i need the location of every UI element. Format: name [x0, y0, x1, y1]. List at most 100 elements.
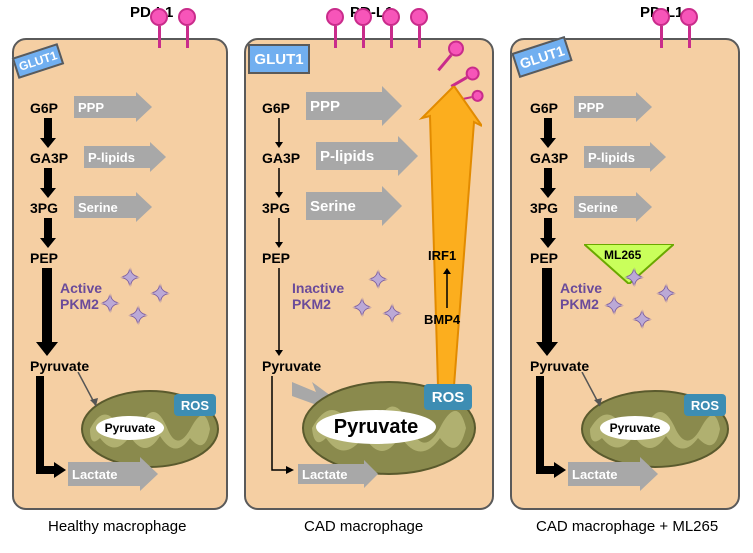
label-serine: Serine — [578, 200, 618, 215]
text-ga3p: GA3P — [30, 150, 68, 166]
ros-box: ROS — [684, 394, 726, 416]
gray-arrow-ppp: PPP — [574, 96, 636, 118]
gray-arrow-plipids: P-lipids — [84, 146, 150, 168]
label-lactate: Lactate — [72, 467, 118, 482]
thin-up-arrow — [442, 268, 452, 308]
gray-arrow-head — [640, 457, 658, 491]
pkm2-label-cadml: Active PKM2 — [560, 280, 602, 312]
text-pep: PEP — [30, 250, 58, 266]
text-3pg: 3PG — [30, 200, 58, 216]
gray-arrow-plipids: P-lipids — [316, 142, 398, 170]
gray-arrow-serine: Serine — [574, 196, 636, 218]
gray-arrow-head — [136, 92, 152, 122]
star-icon: ✦ — [368, 266, 388, 295]
caption-healthy: Healthy macrophage — [48, 518, 186, 535]
thick-arrow — [540, 118, 556, 148]
thin-down-arrow — [274, 118, 284, 148]
caption-cad: CAD macrophage — [304, 518, 423, 535]
pkm2-label-cad: Inactive PKM2 — [292, 280, 344, 312]
text-ga3p: GA3P — [530, 150, 568, 166]
label-plipids: P-lipids — [588, 150, 635, 165]
star-icon: ✦ — [624, 264, 644, 293]
gray-arrow-head — [382, 86, 402, 126]
thick-arrow — [540, 168, 556, 198]
label-plipids: P-lipids — [88, 150, 135, 165]
label-serine: Serine — [310, 198, 356, 215]
diagram-container: PD-L1 PD-L1 PD-L1 GLUT1 GLUT1 GLUT1 G6P … — [0, 0, 753, 553]
pyruvate-in-mito: Pyruvate — [600, 416, 670, 440]
ros-box: ROS — [424, 384, 472, 410]
lactate-arrow — [30, 376, 66, 482]
star-icon: ✦ — [604, 292, 624, 321]
label-ppp: PPP — [310, 98, 340, 115]
gray-arrow-lactate: Lactate — [568, 462, 640, 486]
thin-arrow-icon — [74, 372, 104, 412]
thick-arrow — [40, 168, 56, 198]
label-plipids: P-lipids — [320, 148, 374, 165]
pdl1-receptor — [326, 8, 344, 48]
lactate-arrow-thin — [262, 376, 298, 482]
pdl1-receptor — [178, 8, 196, 48]
label-ppp: PPP — [578, 100, 604, 115]
gray-arrow-plipids: P-lipids — [584, 146, 650, 168]
thin-down-arrow — [274, 168, 284, 198]
pkm2-label-healthy: Active PKM2 — [60, 280, 102, 312]
star-icon: ✦ — [150, 280, 170, 309]
thick-arrow — [536, 268, 558, 356]
thin-down-arrow — [274, 268, 284, 356]
gray-arrow-ppp: PPP — [74, 96, 136, 118]
gray-arrow-ppp: PPP — [306, 92, 382, 120]
gray-arrow-lactate: Lactate — [298, 464, 364, 484]
thick-arrow — [540, 218, 556, 248]
star-icon: ✦ — [352, 294, 372, 323]
thick-arrow — [36, 268, 58, 356]
pyruvate-in-mito: Pyruvate — [96, 416, 164, 440]
text-3pg: 3PG — [262, 200, 290, 216]
glut1-cad: GLUT1 — [248, 44, 310, 74]
text-pep: PEP — [530, 250, 558, 266]
label-ppp: PPP — [78, 100, 104, 115]
label-lactate: Lactate — [572, 467, 618, 482]
star-icon: ✦ — [120, 264, 140, 293]
gray-arrow-head — [140, 457, 158, 491]
pyruvate-in-mito: Pyruvate — [316, 410, 436, 444]
ros-box: ROS — [174, 394, 216, 416]
label-serine: Serine — [78, 200, 118, 215]
lactate-arrow — [530, 376, 566, 482]
thin-down-arrow — [274, 218, 284, 248]
text-g6p: G6P — [30, 100, 58, 116]
star-icon: ✦ — [632, 306, 652, 335]
gray-arrow-head — [150, 142, 166, 172]
gray-arrow-head — [136, 192, 152, 222]
thick-arrow — [40, 218, 56, 248]
orange-wedge-arrow — [412, 86, 482, 386]
text-ml265: ML265 — [604, 248, 641, 262]
text-pep: PEP — [262, 250, 290, 266]
gray-arrow-head — [636, 92, 652, 122]
thin-arrow-icon — [578, 372, 608, 412]
text-g6p: G6P — [262, 100, 290, 116]
star-icon: ✦ — [382, 300, 402, 329]
pdl1-receptor — [680, 8, 698, 48]
gray-arrow-serine: Serine — [74, 196, 136, 218]
gray-arrow-head — [636, 192, 652, 222]
pdl1-receptor — [150, 8, 168, 48]
pdl1-receptor — [410, 8, 428, 48]
text-g6p: G6P — [530, 100, 558, 116]
pdl1-receptor — [354, 8, 372, 48]
pdl1-receptor — [652, 8, 670, 48]
gray-arrow-head — [382, 186, 402, 226]
text-irf1: IRF1 — [428, 248, 456, 263]
thick-arrow — [40, 118, 56, 148]
gray-arrow-serine: Serine — [306, 192, 382, 220]
pdl1-receptor — [382, 8, 400, 48]
text-bmp4: BMP4 — [424, 312, 460, 327]
star-icon: ✦ — [128, 302, 148, 331]
text-ga3p: GA3P — [262, 150, 300, 166]
gray-arrow-head — [364, 460, 378, 488]
text-3pg: 3PG — [530, 200, 558, 216]
label-lactate: Lactate — [302, 467, 348, 482]
star-icon: ✦ — [100, 290, 120, 319]
caption-cadml: CAD macrophage + ML265 — [536, 518, 718, 535]
gray-arrow-head — [650, 142, 666, 172]
